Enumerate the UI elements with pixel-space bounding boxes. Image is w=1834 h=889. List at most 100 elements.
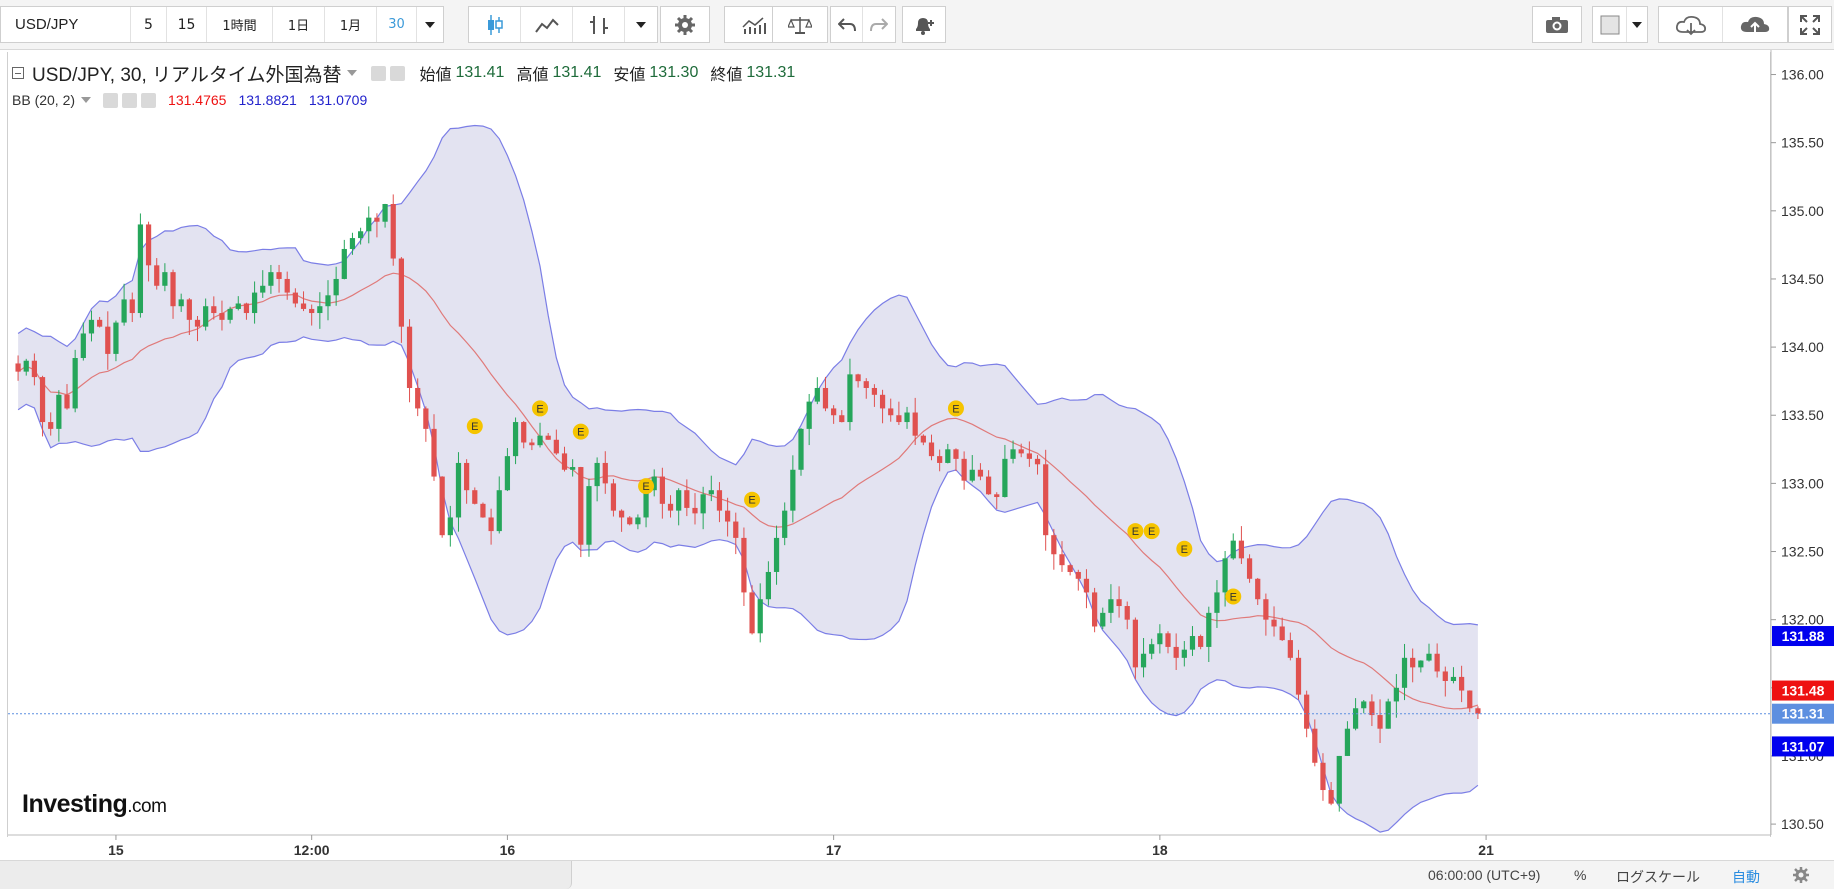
compare-button[interactable] <box>773 7 827 42</box>
candle-body <box>945 449 951 463</box>
candle <box>879 389 886 424</box>
fullscreen-button[interactable] <box>1789 7 1831 42</box>
candle-body <box>578 467 584 545</box>
candle-body <box>1083 578 1090 593</box>
candle-body <box>31 360 37 378</box>
candle-body <box>1189 636 1196 650</box>
interval-1d-button[interactable]: 1日 <box>273 7 325 42</box>
navigator-strip[interactable] <box>0 861 572 889</box>
symbol-search-button[interactable]: USD/JPY <box>1 7 131 42</box>
candle-body <box>243 303 250 314</box>
interval-15-button[interactable]: 15 <box>167 7 207 42</box>
close-icon[interactable] <box>141 92 157 108</box>
candle-body <box>105 326 111 354</box>
close-value: 131.31 <box>746 64 796 81</box>
undo-button[interactable] <box>831 7 863 42</box>
indicator-name[interactable]: BB (20, 2) <box>12 92 76 108</box>
interval-1h-button[interactable]: 1時間 <box>207 7 273 42</box>
settings-button[interactable] <box>661 7 709 42</box>
candle <box>1369 694 1375 727</box>
candle <box>798 428 804 476</box>
candle-body <box>1369 701 1375 716</box>
chart-type-dropdown[interactable] <box>625 7 657 42</box>
candle <box>1067 563 1073 576</box>
candle-body <box>1026 453 1032 459</box>
load-chart-button[interactable] <box>1659 7 1723 42</box>
candle <box>56 390 62 442</box>
candle <box>406 319 413 403</box>
candle-body <box>618 510 625 518</box>
layout-dropdown[interactable] <box>1627 7 1647 42</box>
eye-icon[interactable] <box>103 92 119 108</box>
gear-icon[interactable] <box>390 65 406 81</box>
candle <box>1026 441 1032 467</box>
alert-button[interactable] <box>903 7 945 42</box>
bb-upper-value: 131.8821 <box>238 92 297 108</box>
candle <box>1189 626 1196 656</box>
candle-body <box>1051 535 1057 555</box>
candle <box>268 264 274 294</box>
gear-icon[interactable] <box>1792 866 1810 884</box>
candle <box>64 384 70 410</box>
candle-body <box>969 469 975 481</box>
redo-button[interactable] <box>863 7 895 42</box>
compare-group <box>772 6 828 43</box>
candle-body <box>203 306 209 327</box>
candle <box>284 271 290 300</box>
time-axis[interactable]: 15 12:00 16 17 18 21 <box>8 834 1771 858</box>
candle-body <box>480 503 486 518</box>
indicators-button[interactable] <box>725 7 783 42</box>
candle <box>15 355 21 381</box>
price-tag-box <box>1772 680 1834 701</box>
candle-body <box>496 490 502 532</box>
log-scale-toggle[interactable]: ログスケール <box>1616 869 1700 885</box>
candle-body <box>512 422 519 457</box>
candle <box>333 266 339 306</box>
price-axis[interactable]: 136.00 135.50 135.00 134.50 134.00 133.50 133.… <box>1770 50 1824 835</box>
candle-body <box>309 308 315 314</box>
candle-body <box>154 265 160 286</box>
layout-button[interactable] <box>1593 7 1627 42</box>
interval-30-button[interactable]: 30 <box>377 7 417 42</box>
price-tag-upper: 131.88 <box>1772 626 1834 647</box>
candle-body <box>1206 612 1212 647</box>
time-tick-label: 21 <box>1478 842 1494 858</box>
save-chart-button[interactable] <box>1723 7 1787 42</box>
chevron-down-icon[interactable] <box>81 97 92 103</box>
interval-1m-button[interactable]: 1月 <box>325 7 377 42</box>
chevron-down-icon <box>425 21 435 28</box>
candle-body <box>1214 592 1220 613</box>
candle <box>888 398 894 422</box>
gear-icon[interactable] <box>122 92 138 108</box>
auto-scale-toggle[interactable]: 自動 <box>1732 869 1760 885</box>
price-tag-label: 131.88 <box>1782 628 1825 644</box>
eye-icon[interactable] <box>371 65 387 81</box>
candle <box>765 561 771 606</box>
line-chart-button[interactable] <box>521 7 573 42</box>
candle <box>635 514 641 530</box>
time-tick-label: 18 <box>1152 842 1168 858</box>
candles-button[interactable] <box>469 7 521 42</box>
candle <box>1198 634 1204 650</box>
chevron-down-icon[interactable] <box>347 70 358 76</box>
candle <box>659 467 665 519</box>
candle <box>790 455 796 523</box>
candle <box>1418 660 1424 673</box>
candle <box>203 298 209 331</box>
price-tag-mid: 131.48 <box>1772 680 1834 701</box>
collapse-icon[interactable] <box>12 67 24 79</box>
bars-button[interactable] <box>573 7 625 42</box>
clock-text[interactable]: 06:00:00 (UTC+9) <box>1428 867 1541 883</box>
candle <box>1010 440 1016 464</box>
candle <box>162 263 168 292</box>
candle-body <box>545 435 551 440</box>
interval-5-button[interactable]: 5 <box>131 7 167 42</box>
interval-dropdown-button[interactable] <box>417 7 443 42</box>
percent-toggle[interactable]: % <box>1574 867 1587 883</box>
snapshot-button[interactable] <box>1533 7 1581 42</box>
interval-group: USD/JPY 5 15 1時間 1日 1月 30 <box>0 6 444 43</box>
toolbar: USD/JPY 5 15 1時間 1日 1月 30 <box>0 0 1834 50</box>
